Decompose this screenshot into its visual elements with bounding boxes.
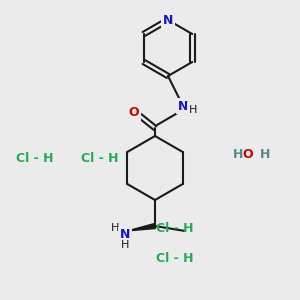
Text: N: N	[178, 100, 188, 112]
Text: H: H	[260, 148, 270, 161]
Text: H: H	[189, 105, 197, 115]
Text: O: O	[129, 106, 139, 119]
Text: N: N	[120, 229, 130, 242]
Text: Cl - H: Cl - H	[81, 152, 119, 164]
Polygon shape	[127, 224, 155, 231]
Text: Cl - H: Cl - H	[156, 221, 194, 235]
Text: H: H	[121, 240, 129, 250]
Text: H: H	[111, 223, 119, 233]
Text: Cl - H: Cl - H	[156, 251, 194, 265]
Text: H: H	[233, 148, 248, 161]
Text: O: O	[243, 148, 253, 161]
Text: Cl - H: Cl - H	[16, 152, 54, 164]
Text: N: N	[163, 14, 173, 26]
